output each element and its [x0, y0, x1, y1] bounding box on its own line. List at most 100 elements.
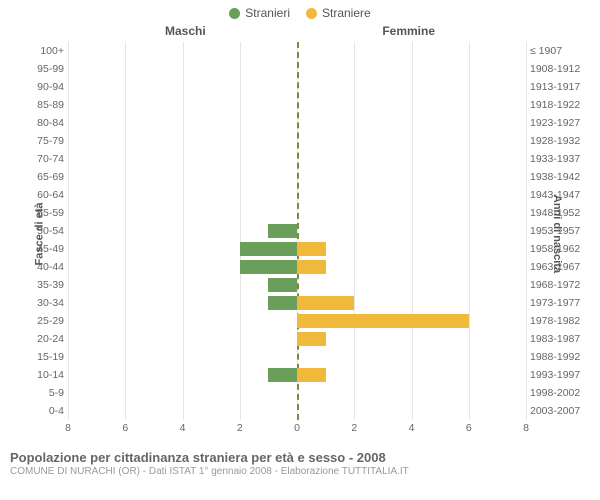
bar-male: [240, 260, 297, 274]
birth-year-label: ≤ 1907: [530, 42, 586, 60]
age-label: 20-24: [20, 330, 64, 348]
x-tick-label: 4: [409, 422, 415, 434]
age-row: 80-841923-1927: [68, 114, 526, 132]
age-row: 25-291978-1982: [68, 312, 526, 330]
age-label: 90-94: [20, 78, 64, 96]
age-row: 50-541953-1957: [68, 222, 526, 240]
birth-year-label: 1963-1967: [530, 258, 586, 276]
age-row: 90-941913-1917: [68, 78, 526, 96]
age-label: 60-64: [20, 186, 64, 204]
bar-male: [268, 296, 297, 310]
age-row: 30-341973-1977: [68, 294, 526, 312]
bar-male: [268, 368, 297, 382]
age-label: 75-79: [20, 132, 64, 150]
caption-title: Popolazione per cittadinanza straniera p…: [10, 450, 590, 465]
column-title-female: Femmine: [382, 24, 435, 38]
age-label: 25-29: [20, 312, 64, 330]
bar-female: [297, 260, 326, 274]
bar-female: [297, 242, 326, 256]
age-row: 40-441963-1967: [68, 258, 526, 276]
chart-area: Maschi Femmine Fasce di età Anni di nasc…: [10, 24, 590, 444]
x-axis: 8 6 4 2 0 2 4 6 8: [68, 422, 526, 438]
legend-label-female: Straniere: [322, 6, 371, 20]
birth-year-label: 1928-1932: [530, 132, 586, 150]
birth-year-label: 1993-1997: [530, 366, 586, 384]
age-row: 75-791928-1932: [68, 132, 526, 150]
column-title-male: Maschi: [165, 24, 206, 38]
grid-line: [526, 42, 527, 420]
age-label: 70-74: [20, 150, 64, 168]
age-label: 95-99: [20, 60, 64, 78]
age-label: 15-19: [20, 348, 64, 366]
swatch-male: [229, 8, 240, 19]
birth-year-label: 1913-1917: [530, 78, 586, 96]
age-label: 40-44: [20, 258, 64, 276]
bar-male: [268, 278, 297, 292]
age-row: 45-491958-1962: [68, 240, 526, 258]
age-label: 5-9: [20, 384, 64, 402]
birth-year-label: 1933-1937: [530, 150, 586, 168]
age-row: 10-141993-1997: [68, 366, 526, 384]
age-label: 10-14: [20, 366, 64, 384]
birth-year-label: 1973-1977: [530, 294, 586, 312]
bar-male: [240, 242, 297, 256]
birth-year-label: 1983-1987: [530, 330, 586, 348]
age-label: 65-69: [20, 168, 64, 186]
age-label: 80-84: [20, 114, 64, 132]
age-row: 60-641943-1947: [68, 186, 526, 204]
birth-year-label: 1918-1922: [530, 96, 586, 114]
legend-item-female: Straniere: [306, 6, 371, 20]
age-row: 95-991908-1912: [68, 60, 526, 78]
age-row: 100+≤ 1907: [68, 42, 526, 60]
birth-year-label: 1968-1972: [530, 276, 586, 294]
birth-year-label: 1953-1957: [530, 222, 586, 240]
age-label: 55-59: [20, 204, 64, 222]
bar-male: [268, 224, 297, 238]
age-label: 50-54: [20, 222, 64, 240]
x-tick-label: 4: [180, 422, 186, 434]
bar-female: [297, 332, 326, 346]
age-row: 0-42003-2007: [68, 402, 526, 420]
x-tick-label: 2: [237, 422, 243, 434]
age-row: 35-391968-1972: [68, 276, 526, 294]
age-row: 5-91998-2002: [68, 384, 526, 402]
birth-year-label: 1923-1927: [530, 114, 586, 132]
age-label: 0-4: [20, 402, 64, 420]
bar-female: [297, 314, 469, 328]
birth-year-label: 1948-1952: [530, 204, 586, 222]
age-row: 85-891918-1922: [68, 96, 526, 114]
age-row: 20-241983-1987: [68, 330, 526, 348]
birth-year-label: 1943-1947: [530, 186, 586, 204]
age-row: 65-691938-1942: [68, 168, 526, 186]
age-label: 30-34: [20, 294, 64, 312]
birth-year-label: 1938-1942: [530, 168, 586, 186]
age-row: 55-591948-1952: [68, 204, 526, 222]
legend-item-male: Stranieri: [229, 6, 290, 20]
x-tick-label: 0: [294, 422, 300, 434]
legend: Stranieri Straniere: [0, 0, 600, 20]
bar-female: [297, 368, 326, 382]
birth-year-label: 2003-2007: [530, 402, 586, 420]
caption: Popolazione per cittadinanza straniera p…: [10, 450, 590, 477]
caption-subtitle: COMUNE DI NURACHI (OR) - Dati ISTAT 1° g…: [10, 466, 590, 477]
birth-year-label: 1998-2002: [530, 384, 586, 402]
birth-year-label: 1988-1992: [530, 348, 586, 366]
legend-label-male: Stranieri: [245, 6, 290, 20]
x-tick-label: 2: [351, 422, 357, 434]
age-label: 35-39: [20, 276, 64, 294]
age-label: 85-89: [20, 96, 64, 114]
age-label: 45-49: [20, 240, 64, 258]
plot-area: 864202468 100+≤ 190795-991908-191290-941…: [68, 42, 526, 420]
bar-female: [297, 296, 354, 310]
age-row: 15-191988-1992: [68, 348, 526, 366]
birth-year-label: 1978-1982: [530, 312, 586, 330]
birth-year-label: 1908-1912: [530, 60, 586, 78]
swatch-female: [306, 8, 317, 19]
birth-year-label: 1958-1962: [530, 240, 586, 258]
x-tick-label: 8: [65, 422, 71, 434]
x-tick-label: 6: [122, 422, 128, 434]
x-tick-label: 8: [523, 422, 529, 434]
age-label: 100+: [20, 42, 64, 60]
age-row: 70-741933-1937: [68, 150, 526, 168]
x-tick-label: 6: [466, 422, 472, 434]
